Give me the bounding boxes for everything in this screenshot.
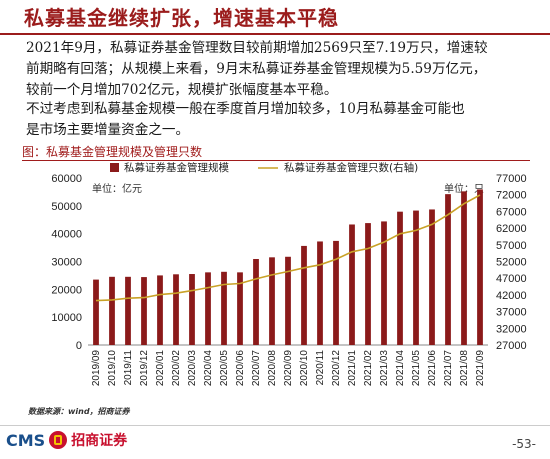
bar-2021/02 <box>365 223 371 345</box>
right-tick-label-5: 52000 <box>496 257 527 269</box>
bar-2021/06 <box>429 209 435 345</box>
left-tick-label-1: 10000 <box>51 312 82 324</box>
title-divider <box>0 33 550 35</box>
bar-2019/11 <box>125 276 131 345</box>
bar-2020/07 <box>253 258 259 345</box>
bar-2020/03 <box>189 274 195 345</box>
x-tick-label-5: 2020/02 <box>171 350 182 387</box>
bar-2020/02 <box>173 274 179 345</box>
right-tick-label-6: 57000 <box>496 240 527 252</box>
bar-2019/10 <box>109 276 115 345</box>
bar-2021/01 <box>349 224 355 345</box>
bar-2020/05 <box>221 271 227 345</box>
legend-label-line: 私募证券基金管理只数(右轴) <box>284 161 418 174</box>
figure-caption: 图：私募基金管理规模及管理只数 <box>22 145 203 159</box>
paragraph-2-line-1: 不过考虑到私募基金规模一般在季度首月增加较多，10月私募基金可能也 <box>26 101 465 117</box>
logo-text-en: CMS <box>6 430 46 450</box>
x-tick-label-12: 2020/09 <box>283 350 294 387</box>
paragraph-1-line-3: 较前一个月增加702亿元，规模扩张幅度基本平稳。 <box>26 82 338 98</box>
bar-2019/12 <box>141 277 147 345</box>
x-tick-label-24: 2021/09 <box>475 350 486 387</box>
figure-caption-divider <box>22 160 530 161</box>
bar-2021/05 <box>413 210 419 345</box>
bar-2021/03 <box>381 221 387 345</box>
title-bar: 私募基金继续扩张，增速基本平稳 <box>0 0 550 33</box>
logo-mark-icon <box>49 431 68 449</box>
left-tick-label-0: 0 <box>76 340 82 352</box>
bar-2020/12 <box>333 240 339 345</box>
right-tick-label-3: 42000 <box>496 290 527 302</box>
right-tick-label-1: 32000 <box>496 323 527 335</box>
bar-2019/09 <box>93 279 99 345</box>
paragraph-1: 2021年9月，私募证券基金管理数目较前期增加2569只至7.19万只，增速较 … <box>26 38 536 101</box>
left-axis-unit-label: 单位：亿元 <box>92 182 142 195</box>
x-tick-label-23: 2021/08 <box>459 350 470 387</box>
bar-2020/04 <box>205 272 211 345</box>
x-tick-label-15: 2020/12 <box>331 350 342 387</box>
line-series-count <box>95 194 481 302</box>
x-tick-label-13: 2020/10 <box>299 350 310 387</box>
bar-2020/01 <box>157 275 163 345</box>
left-tick-label-3: 30000 <box>51 257 82 269</box>
data-source: 数据来源：wind，招商证券 <box>28 407 130 416</box>
right-tick-label-7: 62000 <box>496 223 527 235</box>
legend-swatch-bar <box>110 163 119 172</box>
chart: 0 10000 20000 30000 40000 50000 60000 27000 3200… <box>51 161 527 387</box>
bar-2021/09 <box>477 189 483 345</box>
paragraph-2: 不过考虑到私募基金规模一般在季度首月增加较多，10月私募基金可能也 是市场主要增… <box>26 99 536 141</box>
legend-label-bar: 私募证券基金管理规模 <box>124 161 229 174</box>
bar-2020/06 <box>237 272 243 345</box>
x-tick-label-4: 2020/01 <box>155 350 166 387</box>
x-tick-label-18: 2021/03 <box>379 350 390 387</box>
page-title: 私募基金继续扩张，增速基本平稳 <box>24 6 339 30</box>
x-tick-label-3: 2019/12 <box>139 350 150 387</box>
paragraph-1-line-2: 前期略有回落；从规模上来看，9月末私募证券基金管理规模为5.59万亿元， <box>26 61 487 77</box>
right-tick-label-0: 27000 <box>496 340 527 352</box>
x-tick-label-7: 2020/04 <box>203 350 214 387</box>
x-tick-label-9: 2020/06 <box>235 350 246 387</box>
page-number: -53- <box>512 437 536 451</box>
left-tick-label-5: 50000 <box>51 201 82 213</box>
bar-2021/07 <box>445 194 451 345</box>
bar-2021/08 <box>461 191 467 345</box>
x-tick-label-21: 2021/06 <box>427 350 438 387</box>
left-tick-label-6: 60000 <box>51 173 82 185</box>
x-tick-label-14: 2020/11 <box>315 350 326 386</box>
right-tick-label-10: 77000 <box>496 173 527 185</box>
logo-text-cn: 招商证券 <box>71 433 128 449</box>
x-tick-label-22: 2021/07 <box>443 350 454 387</box>
x-tick-label-0: 2019/09 <box>91 350 102 387</box>
right-tick-label-9: 72000 <box>496 190 527 202</box>
bar-2020/09 <box>285 256 291 345</box>
x-tick-label-17: 2021/02 <box>363 350 374 387</box>
x-tick-label-2: 2019/11 <box>123 350 134 386</box>
bar-2021/04 <box>397 211 403 345</box>
x-tick-label-19: 2021/04 <box>395 350 406 387</box>
x-tick-label-8: 2020/05 <box>219 350 230 387</box>
x-tick-label-16: 2021/01 <box>347 350 358 387</box>
right-axis-unit-label: 单位：只 <box>444 182 484 195</box>
company-logo: CMS 招商证券 <box>6 430 127 450</box>
right-tick-label-2: 37000 <box>496 307 527 319</box>
bar-2020/10 <box>301 245 307 345</box>
left-tick-label-4: 40000 <box>51 229 82 241</box>
x-tick-label-1: 2019/10 <box>107 350 118 387</box>
x-tick-label-20: 2021/05 <box>411 350 422 387</box>
right-tick-label-8: 67000 <box>496 206 527 218</box>
x-tick-label-6: 2020/03 <box>187 350 198 387</box>
x-tick-label-10: 2020/07 <box>251 350 262 387</box>
paragraph-1-line-1: 2021年9月，私募证券基金管理数目较前期增加2569只至7.19万只，增速较 <box>26 40 488 56</box>
footer-divider <box>0 425 550 426</box>
right-tick-label-4: 47000 <box>496 273 527 285</box>
bar-2020/08 <box>269 257 275 345</box>
paragraph-2-line-2: 是市场主要增量资金之一。 <box>26 122 190 138</box>
left-tick-label-2: 20000 <box>51 284 82 296</box>
x-tick-label-11: 2020/08 <box>267 350 278 387</box>
bar-2020/11 <box>317 241 323 345</box>
